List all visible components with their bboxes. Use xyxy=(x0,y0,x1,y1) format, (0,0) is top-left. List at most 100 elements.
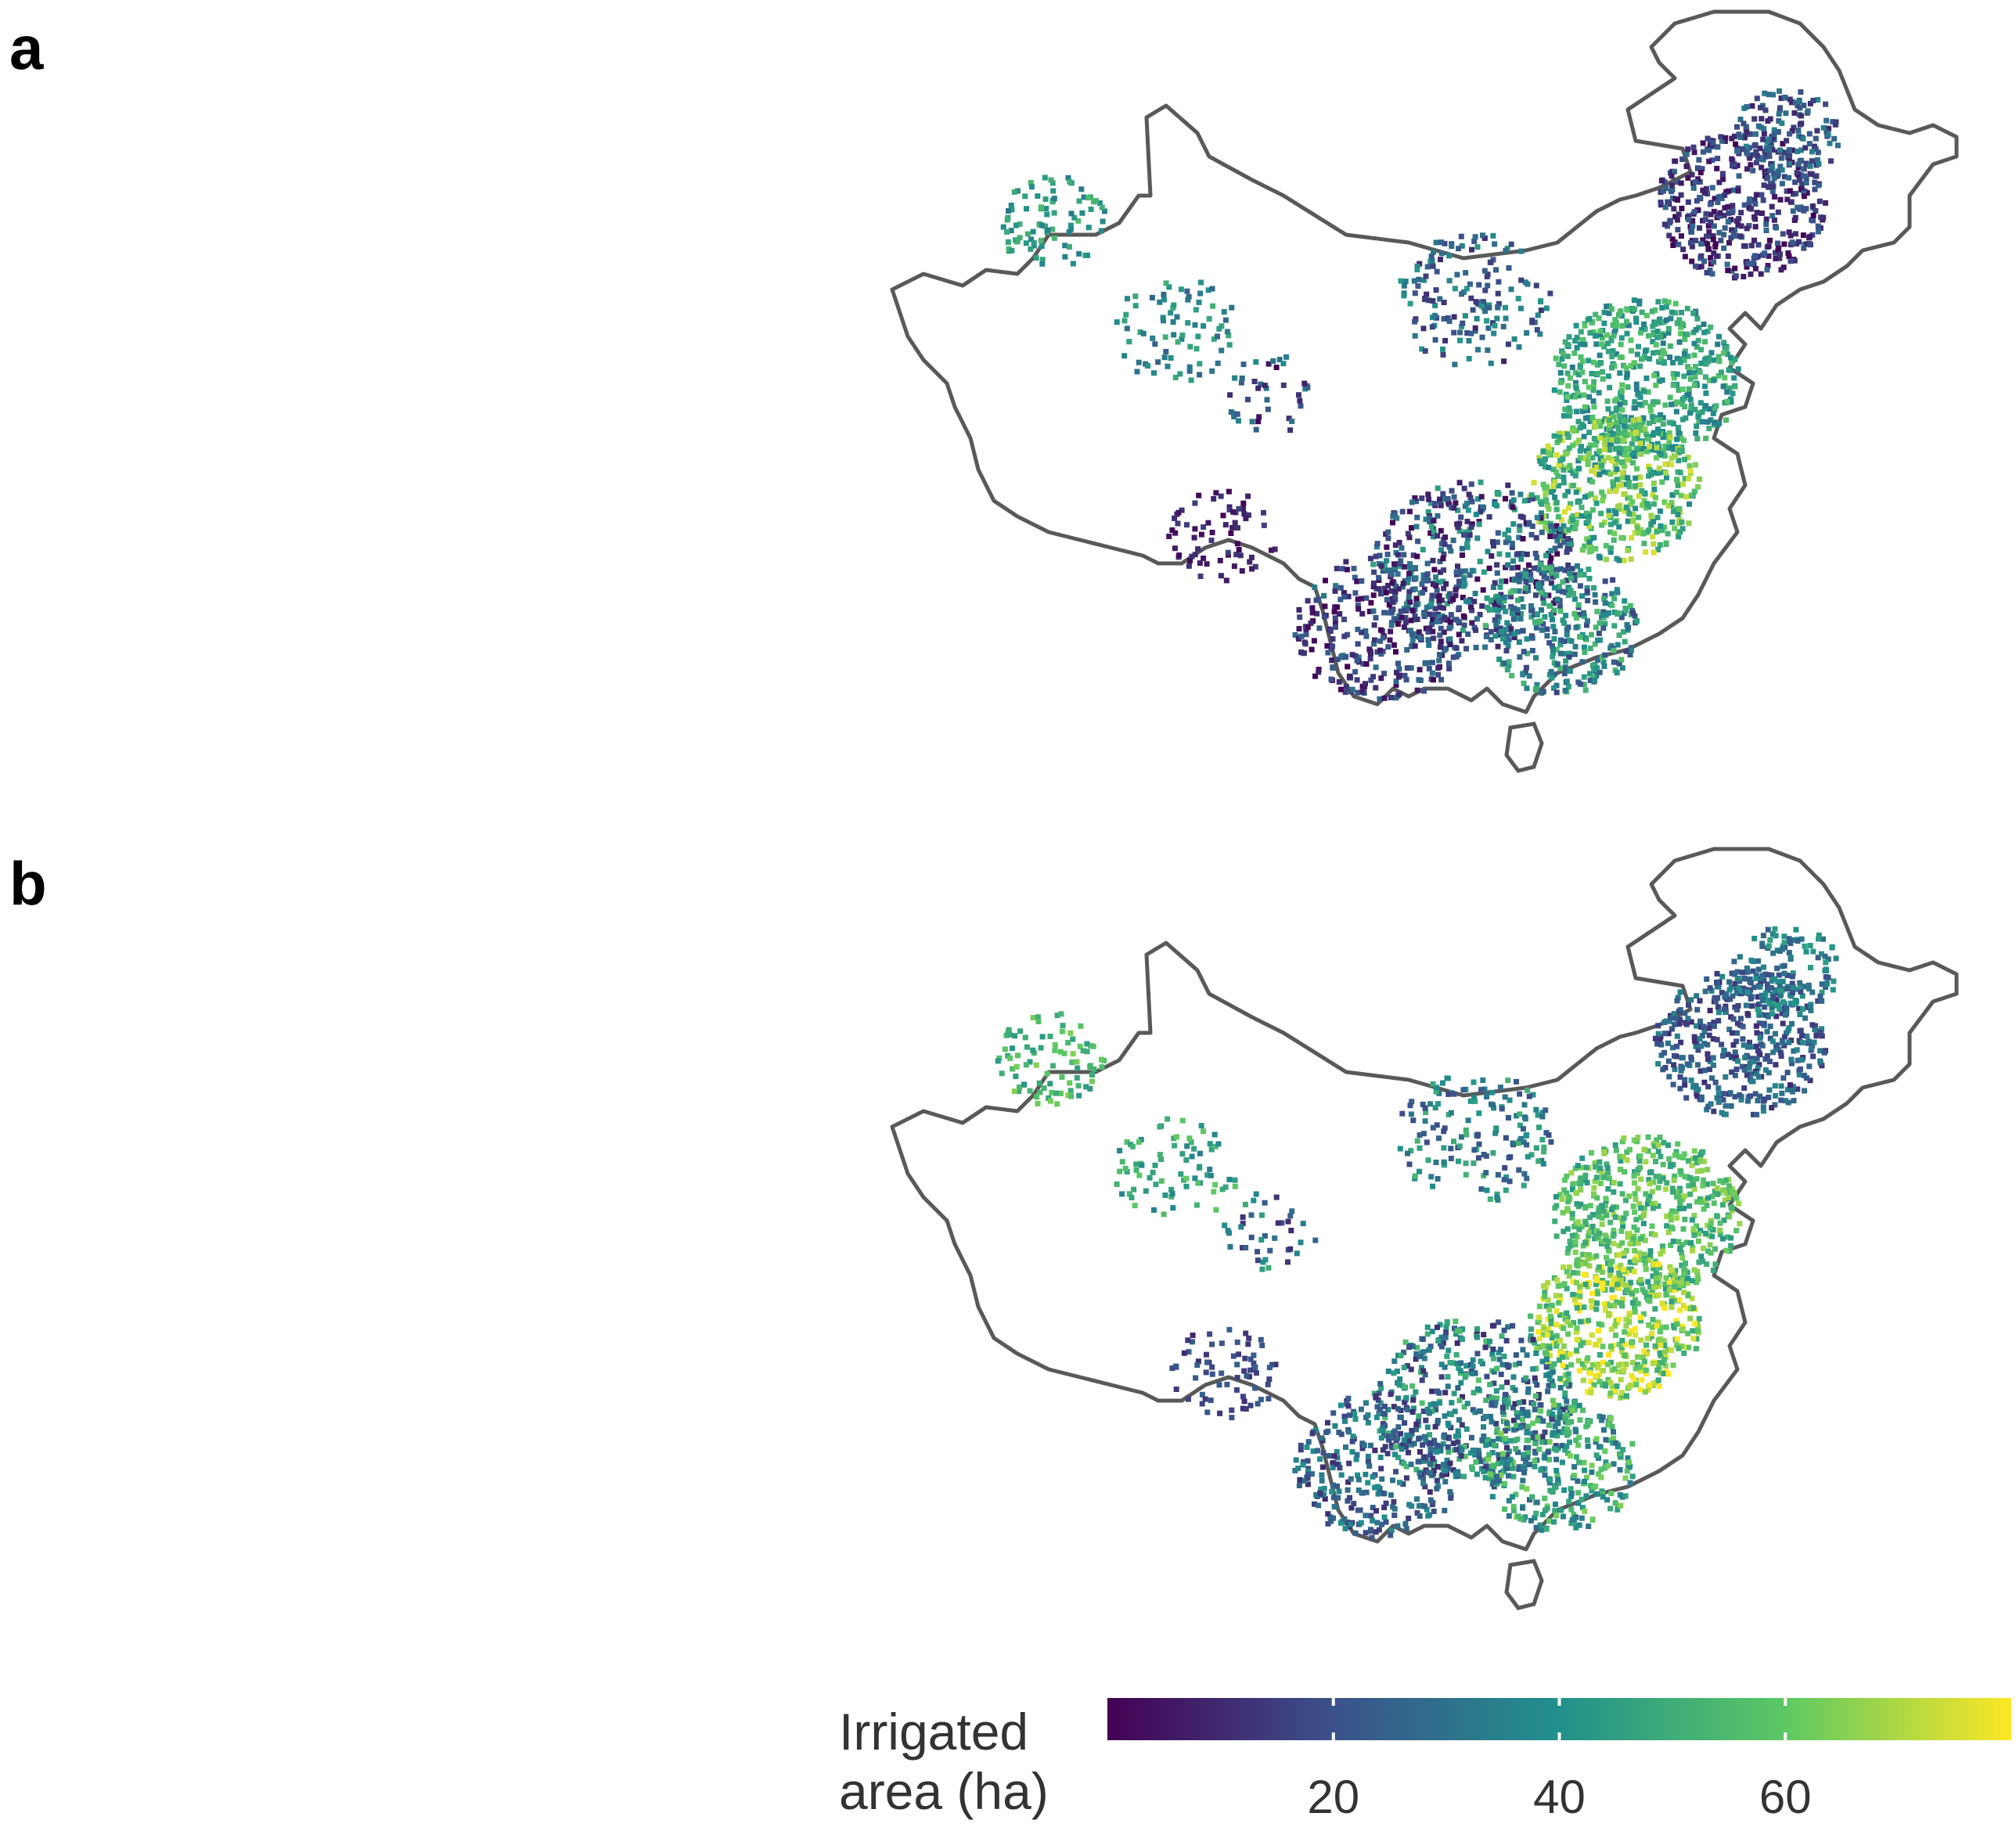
raster-cell xyxy=(1685,1158,1691,1164)
raster-cell xyxy=(1546,603,1553,609)
raster-cell xyxy=(1685,455,1691,461)
raster-cell xyxy=(1508,626,1514,632)
raster-cell xyxy=(1712,196,1718,202)
raster-cell xyxy=(1667,354,1673,361)
raster-cell xyxy=(1761,977,1767,984)
raster-cell xyxy=(1397,1376,1403,1383)
raster-cell xyxy=(1757,984,1763,990)
raster-cell xyxy=(1677,1245,1683,1251)
raster-cell xyxy=(1433,287,1439,293)
raster-cell xyxy=(1478,494,1485,500)
raster-cell xyxy=(1161,297,1167,303)
raster-cell xyxy=(1596,553,1602,559)
raster-cell xyxy=(1163,280,1169,286)
raster-cell xyxy=(1632,360,1637,366)
raster-cell xyxy=(1613,1332,1618,1338)
raster-cell xyxy=(1732,1072,1738,1078)
raster-cell xyxy=(1547,534,1553,539)
raster-cell xyxy=(1495,613,1501,620)
raster-cell xyxy=(1615,1362,1622,1369)
raster-cell xyxy=(1249,566,1255,572)
raster-cell xyxy=(1746,145,1752,151)
raster-cell xyxy=(1637,482,1643,488)
raster-cell xyxy=(1406,509,1413,515)
raster-cell xyxy=(1624,1157,1630,1164)
raster-cell xyxy=(1703,435,1709,441)
raster-cell xyxy=(1066,243,1072,250)
raster-cell xyxy=(1155,359,1161,365)
raster-cell xyxy=(1655,430,1661,436)
raster-cell xyxy=(1690,1328,1696,1334)
raster-cell xyxy=(1355,603,1361,609)
raster-cell xyxy=(1778,1053,1784,1059)
raster-cell xyxy=(1505,527,1511,534)
raster-cell xyxy=(1654,514,1661,520)
raster-cell xyxy=(1459,545,1465,552)
raster-cell xyxy=(1543,487,1549,494)
raster-cell xyxy=(1585,493,1591,498)
raster-cell xyxy=(1618,1361,1625,1367)
raster-cell xyxy=(1523,520,1529,526)
raster-cell xyxy=(1572,526,1579,531)
raster-cell xyxy=(1672,158,1679,164)
raster-cell xyxy=(1505,482,1511,488)
raster-cell xyxy=(1550,646,1557,653)
raster-cell xyxy=(1489,1466,1496,1473)
raster-cell xyxy=(1011,189,1017,195)
raster-cell xyxy=(1633,445,1640,451)
raster-cell xyxy=(1755,123,1762,129)
raster-cell xyxy=(1363,595,1370,601)
raster-cell xyxy=(1687,468,1694,474)
raster-cell xyxy=(1613,408,1619,414)
raster-cell xyxy=(1373,544,1380,550)
raster-cell xyxy=(1752,1091,1759,1097)
raster-cell xyxy=(1619,323,1625,329)
raster-cell xyxy=(1607,549,1614,555)
raster-cell xyxy=(1534,555,1540,561)
raster-cell xyxy=(1715,156,1721,161)
raster-cell xyxy=(1175,520,1181,527)
raster-cell xyxy=(1576,1180,1582,1186)
raster-cell xyxy=(1132,293,1139,300)
raster-cell xyxy=(1447,636,1453,642)
raster-cell xyxy=(1608,1326,1615,1333)
raster-cell xyxy=(1744,150,1751,156)
raster-cell xyxy=(1806,986,1812,992)
raster-cell xyxy=(1561,1426,1568,1432)
raster-cell xyxy=(1681,1205,1687,1211)
raster-cell xyxy=(1170,319,1176,325)
raster-cell xyxy=(1505,552,1511,558)
raster-cell xyxy=(1605,1246,1611,1253)
raster-cell xyxy=(1209,530,1215,535)
raster-cell xyxy=(1703,185,1709,192)
raster-cell xyxy=(1546,465,1552,470)
raster-cell xyxy=(1820,936,1826,942)
raster-cell xyxy=(1777,88,1783,94)
raster-cell xyxy=(1814,157,1820,163)
raster-cell xyxy=(1826,125,1832,131)
raster-cell xyxy=(1551,636,1557,642)
raster-cell xyxy=(1664,1180,1670,1186)
raster-cell xyxy=(1496,656,1503,663)
raster-cell xyxy=(1619,407,1625,413)
raster-cell xyxy=(1823,980,1830,986)
raster-cell xyxy=(1582,494,1588,500)
raster-cell xyxy=(1638,1276,1643,1282)
raster-cell xyxy=(1462,503,1468,509)
raster-cell xyxy=(1715,1018,1722,1023)
raster-cell xyxy=(1553,452,1560,458)
raster-cell xyxy=(1632,1257,1638,1264)
raster-cell xyxy=(1654,1360,1661,1366)
raster-cell xyxy=(1305,598,1311,604)
raster-cell xyxy=(1690,1305,1697,1311)
raster-cell xyxy=(1748,995,1754,1002)
raster-cell xyxy=(1624,457,1630,463)
raster-cell xyxy=(1773,1013,1780,1020)
raster-cell xyxy=(1561,430,1568,437)
raster-cell xyxy=(1615,459,1622,466)
raster-cell xyxy=(1039,243,1045,250)
raster-cell xyxy=(1650,1273,1656,1279)
raster-cell xyxy=(1799,993,1805,999)
raster-cell xyxy=(1657,508,1663,514)
raster-cell xyxy=(1529,495,1535,502)
